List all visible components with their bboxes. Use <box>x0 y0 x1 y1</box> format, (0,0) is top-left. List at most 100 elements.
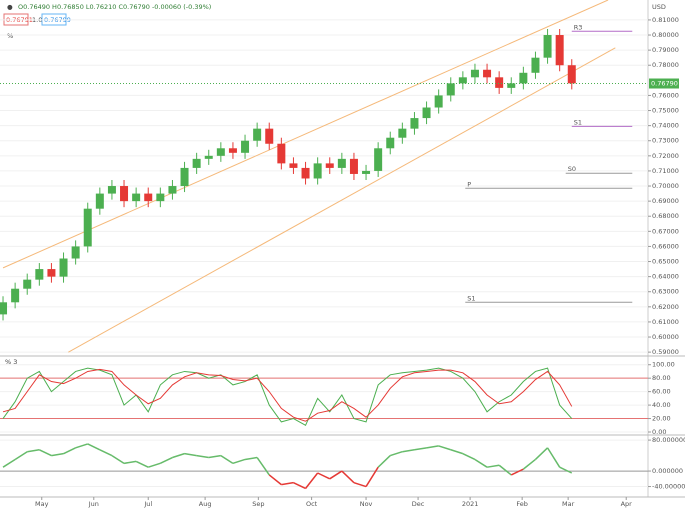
y-tick-label: 0.62000 <box>652 303 679 311</box>
candle-body <box>95 193 104 209</box>
candle-body <box>483 69 492 78</box>
momentum-segment <box>184 452 197 457</box>
candle-body <box>11 288 20 303</box>
momentum-segment <box>390 450 403 457</box>
momentum-segment <box>99 449 113 457</box>
y-tick-label: 0.00 <box>652 428 666 436</box>
y-tick-label: 0.60000 <box>652 333 679 341</box>
candle-body <box>386 137 395 149</box>
candle-body <box>241 140 250 153</box>
momentum-segment <box>256 457 270 476</box>
x-tick-label: Jun <box>88 500 99 508</box>
y-tick-label: 0.68000 <box>652 212 679 220</box>
momentum-segment <box>268 474 282 486</box>
momentum-segment <box>522 458 536 470</box>
y-tick-label: 40.00 <box>652 401 671 409</box>
momentum-segment <box>220 454 234 464</box>
candle-body <box>313 163 322 179</box>
y-tick-label: 80.000000 <box>652 436 685 444</box>
indicator-label: % <box>7 32 13 40</box>
x-tick-label: Jul <box>143 500 152 508</box>
candle-body <box>144 193 153 202</box>
candle-body <box>398 128 407 138</box>
y-tick-label: 0.63000 <box>652 288 679 296</box>
trendline <box>68 47 616 353</box>
momentum-segment <box>414 447 427 451</box>
y-tick-label: 0.79000 <box>652 46 679 54</box>
candle-body <box>120 186 129 202</box>
momentum-segment <box>244 456 258 461</box>
y-tick-label: 0.78000 <box>652 61 679 69</box>
candle-body <box>59 258 68 277</box>
x-tick-label: Mar <box>562 500 575 508</box>
candle-body <box>507 83 516 88</box>
momentum-segment <box>27 449 40 453</box>
candle-body <box>216 148 225 156</box>
momentum-segment <box>51 452 64 457</box>
y-tick-label: -40.000000 <box>652 483 685 491</box>
symbol-icon: ● <box>7 3 13 11</box>
momentum-segment <box>281 481 294 486</box>
candle-body <box>434 95 443 108</box>
x-tick-label: Sep <box>252 500 264 508</box>
candle-body <box>180 167 189 187</box>
momentum-segment <box>377 455 391 468</box>
momentum-segment <box>2 458 16 468</box>
y-tick-label: 80.00 <box>652 374 671 382</box>
momentum-segment <box>232 458 246 465</box>
y-tick-label: 0.76000 <box>652 91 679 99</box>
candle-body <box>204 155 213 159</box>
candle-body <box>289 163 298 168</box>
candle-body <box>470 69 479 78</box>
candle-body <box>253 128 262 141</box>
momentum-segment <box>87 443 101 451</box>
y-tick-label: 0.75000 <box>652 107 679 115</box>
y-tick-label: 100.00 <box>652 361 675 369</box>
y-tick-label: 0.74000 <box>652 122 679 130</box>
y-tick-label: 0.59000 <box>652 348 679 356</box>
y-tick-label: 0.65000 <box>652 258 679 266</box>
trendline <box>2 0 609 269</box>
x-tick-label: 2021 <box>462 500 479 508</box>
momentum-segment <box>39 449 52 457</box>
candle-body <box>567 65 576 84</box>
pivot-label: P <box>467 180 471 188</box>
y-tick-label: 0.73000 <box>652 137 679 145</box>
y-tick-label: 0.70000 <box>652 182 679 190</box>
stoch-label: % 3 <box>5 358 17 366</box>
momentum-segment <box>135 460 149 468</box>
momentum-segment <box>14 451 28 461</box>
x-tick-label: Dec <box>412 500 425 508</box>
candle-body <box>83 208 92 247</box>
candle-body <box>325 163 334 168</box>
candle-body <box>495 77 504 88</box>
candle-body <box>349 158 358 174</box>
pivot-label: R3 <box>574 23 583 31</box>
candle-body <box>337 158 346 168</box>
pivot-label: S0 <box>568 165 576 173</box>
momentum-segment <box>462 452 476 461</box>
candle-body <box>156 193 165 202</box>
candle-body <box>422 107 431 119</box>
momentum-segment <box>304 472 319 489</box>
x-tick-label: Apr <box>621 500 633 508</box>
candle-body <box>0 302 8 315</box>
candle-body <box>458 77 467 84</box>
candle-body <box>531 57 540 73</box>
y-tick-label: 0.64000 <box>652 273 679 281</box>
momentum-segment <box>486 464 500 468</box>
last-price-tag <box>649 78 679 89</box>
y-tick-label: 0.81000 <box>652 16 679 24</box>
candle-body <box>265 128 274 144</box>
momentum-segment <box>498 464 512 476</box>
candle-body <box>71 246 80 259</box>
candle-body <box>543 35 552 58</box>
momentum-segment <box>438 445 451 451</box>
momentum-segment <box>208 454 221 459</box>
candle-body <box>107 186 116 194</box>
candle-body <box>301 167 310 179</box>
currency: USD <box>652 3 666 11</box>
momentum-segment <box>450 449 464 455</box>
